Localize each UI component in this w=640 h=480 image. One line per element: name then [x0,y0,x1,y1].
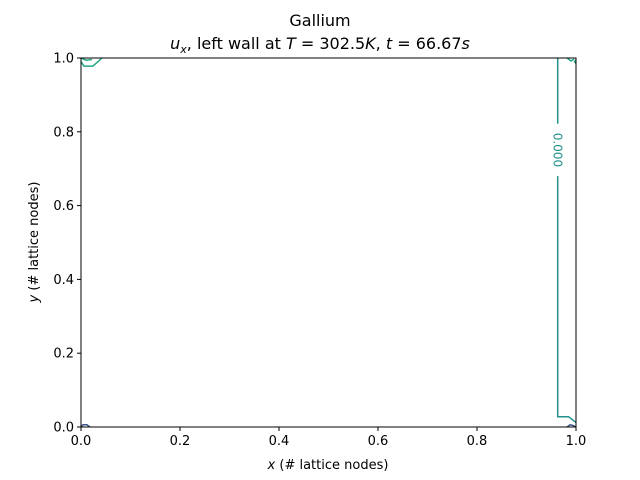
subtitle-temp-unit: K [365,34,377,53]
x-tick-label: 0.2 [170,434,191,449]
y-tick-label: 0.6 [53,199,74,214]
contour-level-label: 0.000 [551,133,565,167]
x-tick-label: 0.4 [269,434,290,449]
contour-line-positive-2 [80,57,103,67]
y-tick-label: 0.2 [53,347,74,362]
subtitle-time-unit: s [462,34,470,53]
contour-label-group: 0.000 [551,133,565,167]
subtitle-var-sub: x [179,43,187,56]
y-tick-label: 1.0 [53,52,74,67]
x-tick-label: 1.0 [566,434,587,449]
y-tick-label: 0.0 [53,421,74,436]
contour-line-negative-7 [566,423,577,428]
y-axis-label: y (# lattice nodes) [27,182,42,304]
x-tick-label: 0.8 [467,434,488,449]
y-tick-label: 0.8 [53,125,74,140]
contour-line-positive-5 [80,57,92,61]
contour-line-negative-6 [80,424,91,428]
subtitle-middle: , left wall at [187,34,286,53]
subtitle-temp-symbol: T [286,34,297,53]
chart-title: Gallium [289,11,350,30]
contour-lines [80,57,577,428]
subtitle-separator: , [376,34,386,53]
contour-line-zero-1 [556,176,577,424]
y-tick-label: 0.4 [53,273,74,288]
x-axis-label: x (# lattice nodes) [267,458,389,473]
subtitle-time-symbol: t [386,34,393,53]
x-tick-label: 0.0 [71,434,92,449]
chart-subtitle: ux, left wall at T = 302.5K, t = 66.67s [170,34,470,56]
plot-frame [80,57,577,428]
x-tick-label: 0.6 [368,434,389,449]
subtitle-var: u [170,34,180,53]
x-axis-ticks: 0.0 0.2 0.4 0.6 0.8 1.0 [71,427,587,449]
y-axis-ticks: 0.0 0.2 0.4 0.6 0.8 1.0 [53,52,81,436]
contour-line-positive-3 [566,57,575,62]
subtitle-time-value: = 66.67 [392,34,461,53]
subtitle-temp-value: = 302.5 [296,34,365,53]
